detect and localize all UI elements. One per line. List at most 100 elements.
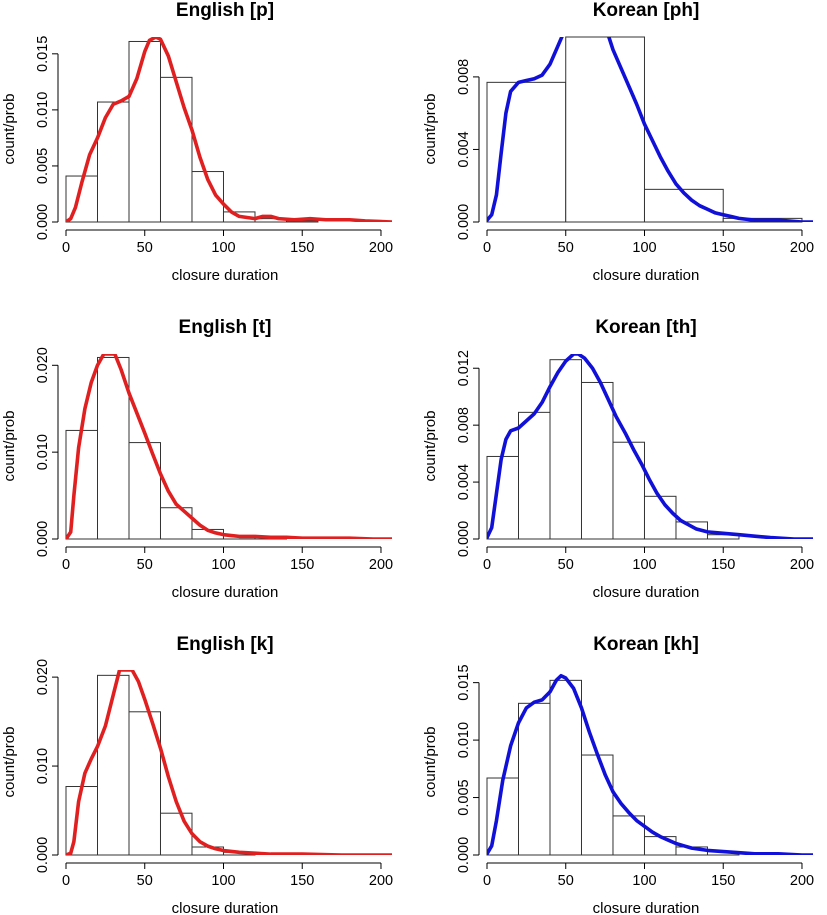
histogram-bar	[128, 40, 161, 223]
y-tick-label: 0.000	[456, 837, 472, 873]
x-tick-label: 100	[211, 873, 235, 889]
x-tick-label: 0	[483, 873, 491, 889]
density-curve	[487, 673, 813, 855]
x-axis-label: closure duration	[593, 584, 700, 601]
histogram-bar	[128, 442, 161, 540]
density-curve	[487, 354, 813, 539]
histogram-bars	[486, 36, 803, 223]
density-curve-group	[66, 37, 392, 222]
x-tick-label: 150	[290, 557, 314, 573]
chart-title: English [t]	[179, 317, 272, 338]
histogram-bar	[486, 81, 567, 223]
chart-title: Korean [ph]	[593, 0, 700, 21]
histogram-bar	[97, 101, 130, 223]
histogram-bar	[643, 836, 677, 856]
density-curve-group	[487, 354, 813, 539]
x-tick-label: 150	[290, 240, 314, 256]
x-axis: 0 50 100 150 200	[483, 229, 814, 256]
x-axis-label: closure duration	[172, 900, 279, 915]
density-curve	[487, 37, 813, 222]
x-tick-label: 0	[62, 557, 70, 573]
y-axis-label: count/prob	[1, 411, 18, 482]
x-tick-label: 50	[558, 240, 574, 256]
x-tick-label: 200	[790, 240, 814, 256]
histogram-bar	[518, 411, 551, 540]
x-tick-label: 200	[790, 557, 814, 573]
histogram-bar	[518, 702, 551, 856]
panel-korean-ph: Korean [ph] count/prob closure duration …	[422, 0, 814, 284]
density-curve-group	[66, 670, 392, 855]
y-axis: 0.000 0.010 0.020	[35, 347, 59, 557]
x-tick-label: 50	[137, 557, 153, 573]
histogram-bar	[580, 754, 614, 856]
x-tick-label: 200	[369, 240, 393, 256]
density-curve	[66, 670, 392, 855]
x-tick-label: 50	[137, 240, 153, 256]
x-tick-label: 200	[790, 873, 814, 889]
y-tick-label: 0.000	[35, 521, 51, 557]
x-tick-label: 0	[483, 557, 491, 573]
histogram-bars	[65, 674, 256, 856]
x-tick-label: 200	[369, 873, 393, 889]
histogram-bars	[486, 679, 740, 856]
y-tick-label: 0.000	[35, 837, 51, 873]
histogram-bar	[159, 812, 193, 856]
y-tick-label: 0.008	[456, 407, 472, 443]
y-axis: 0.000 0.005 0.010 0.015	[456, 664, 480, 873]
histogram-bar	[97, 356, 130, 540]
y-tick-label: 0.015	[35, 36, 51, 72]
chart-title: English [p]	[176, 0, 274, 21]
x-tick-label: 100	[632, 557, 656, 573]
y-tick-label: 0.010	[35, 434, 51, 470]
x-tick-label: 150	[711, 557, 735, 573]
y-axis-label: count/prob	[1, 94, 18, 165]
chart-title: English [k]	[176, 634, 273, 655]
histogram-bar	[159, 76, 193, 223]
y-axis-label: count/prob	[422, 727, 439, 798]
x-tick-label: 150	[711, 873, 735, 889]
x-axis-label: closure duration	[593, 267, 700, 284]
x-tick-label: 0	[483, 240, 491, 256]
histogram-bar	[128, 711, 161, 856]
panel-english-p: English [p] count/prob closure duration …	[1, 0, 393, 284]
histogram-bar	[65, 786, 98, 856]
x-axis: 0 50 100 150 200	[62, 229, 393, 256]
y-axis-label: count/prob	[1, 727, 18, 798]
y-tick-label: 0.005	[35, 148, 51, 184]
histogram-bars	[65, 356, 287, 540]
y-axis: 0.000 0.004 0.008	[456, 59, 480, 240]
x-tick-label: 100	[211, 240, 235, 256]
panel-english-t: English [t] count/prob closure duration …	[1, 317, 393, 601]
y-tick-label: 0.004	[456, 464, 472, 500]
x-tick-label: 100	[632, 873, 656, 889]
x-tick-label: 150	[290, 873, 314, 889]
x-axis: 0 50 100 150 200	[483, 862, 814, 889]
x-tick-label: 50	[558, 557, 574, 573]
panel-korean-kh: Korean [kh] count/prob closure duration …	[422, 634, 814, 915]
density-curve	[66, 37, 392, 222]
histogram-bar	[549, 359, 582, 540]
y-tick-label: 0.015	[456, 664, 472, 700]
x-axis-label: closure duration	[593, 900, 700, 915]
panel-korean-th: Korean [th] count/prob closure duration …	[422, 317, 814, 601]
y-tick-label: 0.000	[456, 521, 472, 557]
histogram-bar	[643, 495, 677, 540]
chart-title: Korean [kh]	[593, 634, 699, 655]
y-axis-label: count/prob	[422, 94, 439, 165]
x-tick-label: 100	[632, 240, 656, 256]
x-axis-label: closure duration	[172, 267, 279, 284]
y-tick-label: 0.020	[35, 347, 51, 383]
x-tick-label: 50	[137, 873, 153, 889]
x-tick-label: 50	[558, 873, 574, 889]
y-tick-label: 0.010	[456, 722, 472, 758]
chart-title: Korean [th]	[595, 317, 696, 338]
x-tick-label: 150	[711, 240, 735, 256]
y-tick-label: 0.012	[456, 350, 472, 386]
histogram-bar	[565, 36, 645, 223]
x-tick-label: 0	[62, 873, 70, 889]
x-axis: 0 50 100 150 200	[483, 546, 814, 573]
histogram-bar	[580, 381, 614, 540]
panel-english-k: English [k] count/prob closure duration …	[1, 634, 393, 915]
y-tick-label: 0.010	[35, 748, 51, 784]
